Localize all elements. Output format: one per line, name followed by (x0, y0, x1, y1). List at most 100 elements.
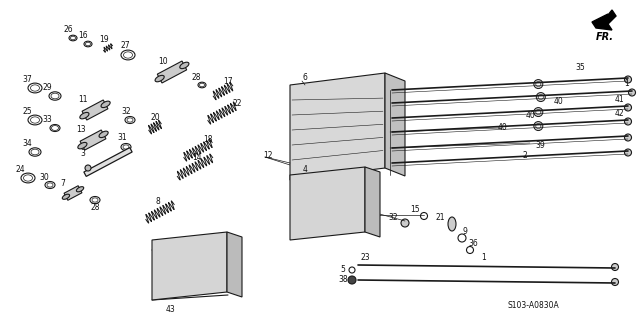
Ellipse shape (185, 250, 195, 260)
Ellipse shape (305, 105, 310, 109)
Circle shape (625, 118, 632, 125)
Text: 8: 8 (156, 197, 161, 206)
Text: 22: 22 (232, 99, 242, 108)
Text: 26: 26 (63, 26, 73, 34)
Ellipse shape (188, 253, 193, 257)
Ellipse shape (299, 185, 309, 195)
Ellipse shape (206, 247, 222, 263)
Ellipse shape (326, 188, 330, 192)
Text: 25: 25 (22, 108, 32, 116)
Ellipse shape (123, 145, 129, 149)
Text: 28: 28 (191, 72, 201, 81)
Ellipse shape (333, 156, 347, 170)
Text: 29: 29 (42, 84, 52, 93)
Polygon shape (365, 167, 380, 237)
Ellipse shape (365, 102, 374, 112)
Ellipse shape (51, 126, 58, 130)
Text: FR.: FR. (596, 32, 614, 42)
Polygon shape (290, 167, 365, 240)
Ellipse shape (333, 100, 347, 114)
Text: 1: 1 (482, 254, 486, 263)
Text: 37: 37 (22, 76, 32, 85)
Circle shape (536, 82, 541, 86)
Ellipse shape (92, 198, 98, 202)
Ellipse shape (323, 185, 333, 195)
Ellipse shape (21, 173, 35, 183)
Ellipse shape (31, 149, 39, 155)
Ellipse shape (28, 83, 42, 93)
Ellipse shape (45, 182, 55, 189)
Circle shape (611, 263, 618, 271)
Ellipse shape (344, 210, 360, 226)
Text: 14: 14 (192, 152, 202, 161)
Ellipse shape (47, 183, 53, 187)
Ellipse shape (76, 187, 84, 192)
Text: 17: 17 (223, 78, 233, 86)
Text: 35: 35 (575, 63, 585, 72)
Circle shape (85, 165, 91, 171)
Circle shape (458, 234, 466, 242)
Text: 16: 16 (78, 32, 88, 41)
Ellipse shape (448, 217, 456, 231)
Ellipse shape (182, 275, 198, 291)
Polygon shape (227, 232, 242, 297)
Ellipse shape (121, 50, 135, 60)
Text: 3: 3 (81, 149, 85, 158)
Ellipse shape (125, 116, 135, 123)
Ellipse shape (367, 105, 372, 109)
Polygon shape (64, 186, 82, 200)
Ellipse shape (124, 52, 132, 58)
Circle shape (625, 76, 632, 83)
Text: 10: 10 (158, 57, 168, 66)
Ellipse shape (337, 105, 342, 109)
Ellipse shape (158, 275, 174, 291)
Text: 31: 31 (117, 133, 127, 143)
Ellipse shape (301, 188, 307, 192)
Ellipse shape (303, 159, 312, 167)
Ellipse shape (209, 278, 219, 288)
Ellipse shape (161, 250, 171, 260)
Ellipse shape (185, 278, 195, 288)
Ellipse shape (323, 213, 333, 223)
Ellipse shape (320, 210, 336, 226)
Polygon shape (592, 10, 616, 30)
Text: 32: 32 (388, 213, 398, 222)
Ellipse shape (155, 75, 164, 82)
Text: 40: 40 (553, 98, 563, 107)
Ellipse shape (301, 156, 315, 170)
Ellipse shape (301, 128, 315, 142)
Ellipse shape (90, 197, 100, 204)
Ellipse shape (299, 213, 309, 223)
Text: 28: 28 (90, 204, 100, 212)
Ellipse shape (80, 112, 89, 119)
Ellipse shape (296, 210, 312, 226)
Polygon shape (82, 100, 108, 120)
Ellipse shape (337, 132, 342, 137)
Circle shape (467, 247, 474, 254)
Ellipse shape (163, 280, 168, 286)
Text: 5: 5 (340, 265, 346, 275)
Ellipse shape (29, 148, 41, 156)
Text: 33: 33 (42, 115, 52, 124)
Ellipse shape (206, 275, 222, 291)
Ellipse shape (349, 188, 355, 192)
Polygon shape (157, 61, 187, 83)
Text: 24: 24 (15, 166, 25, 174)
Ellipse shape (69, 35, 77, 41)
Circle shape (611, 278, 618, 286)
Ellipse shape (127, 118, 133, 122)
Ellipse shape (121, 144, 131, 151)
Ellipse shape (86, 42, 90, 46)
Circle shape (349, 267, 355, 273)
Text: 34: 34 (22, 139, 32, 149)
Polygon shape (80, 130, 106, 150)
Ellipse shape (200, 83, 205, 87)
Ellipse shape (163, 253, 168, 257)
Ellipse shape (335, 159, 344, 167)
Text: 9: 9 (463, 227, 467, 236)
Text: 7: 7 (61, 179, 65, 188)
Circle shape (348, 276, 356, 284)
Text: 11: 11 (78, 95, 88, 105)
Ellipse shape (161, 278, 171, 288)
Text: 1: 1 (625, 78, 629, 87)
